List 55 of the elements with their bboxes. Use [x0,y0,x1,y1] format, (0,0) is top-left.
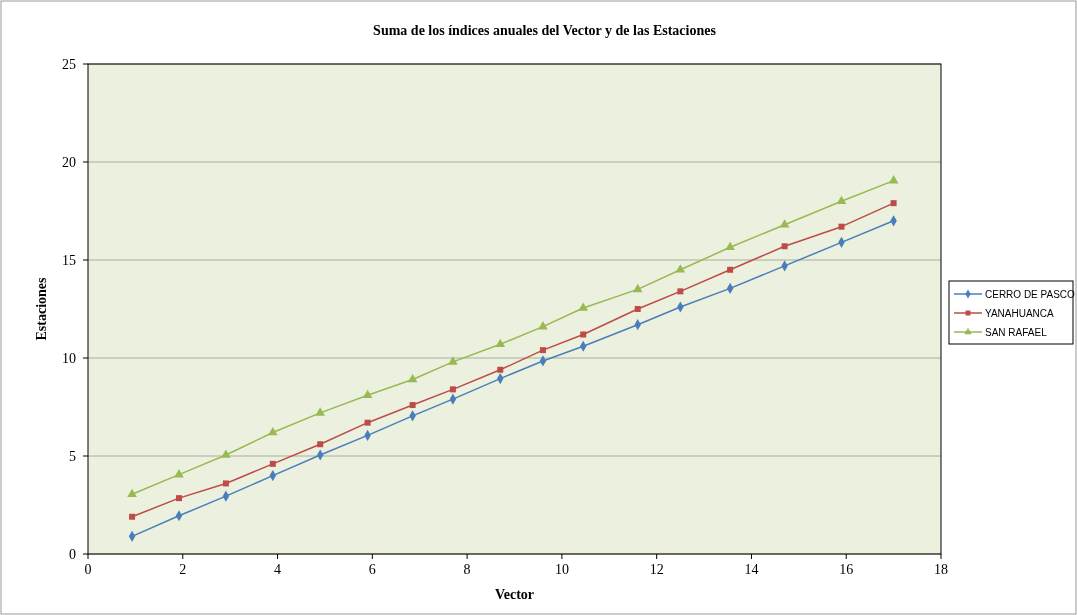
point [268,426,278,436]
point [362,389,373,399]
point [448,356,458,365]
x-tick-label: 4 [274,562,282,577]
point [632,283,643,293]
y-tick-label: 0 [69,547,76,562]
point [269,460,276,467]
x-tick-label: 16 [839,562,854,577]
y-tick-label: 20 [62,155,76,170]
chart-title: Suma de los índices anuales del Vector y de las Estaciones [373,23,717,38]
point [539,347,546,354]
y-tick-label: 15 [62,253,76,268]
y-axis-title: Estaciones [34,276,49,341]
legend-label: YANAHUANCA [985,308,1055,319]
point [634,306,641,312]
point [317,441,324,448]
x-tick-label: 10 [554,562,569,577]
x-tick-label: 14 [744,562,759,577]
point [364,419,371,426]
point [781,243,788,250]
y-tick-label: 25 [62,57,76,72]
point [315,407,326,416]
point [222,480,229,487]
point [836,195,847,204]
legend-label: CERRO DE PASCO [985,289,1076,300]
y-tick-label: 10 [62,351,76,366]
point [495,338,506,348]
point [175,495,182,502]
x-tick-label: 18 [934,562,948,577]
x-tick-label: 8 [463,562,471,577]
point [725,241,735,251]
x-tick-label: 12 [649,562,664,577]
point [890,200,897,207]
point [129,513,136,520]
point [580,331,587,338]
point [174,469,184,478]
point [409,402,416,409]
x-tick-label: 0 [84,562,92,577]
legend-label: SAN RAFAEL [985,327,1048,338]
y-tick-label: 5 [69,449,76,464]
point [727,266,734,273]
x-tick-label: 2 [179,562,187,577]
point [888,175,899,184]
point [677,288,684,295]
point [675,264,686,273]
point [838,223,845,230]
x-tick-label: 6 [368,562,376,577]
point [221,449,231,458]
point [578,302,589,311]
point [407,374,418,383]
point [779,219,790,228]
point [497,366,504,373]
point [449,386,456,393]
x-axis-title: Vector [494,587,535,602]
point [127,488,137,497]
